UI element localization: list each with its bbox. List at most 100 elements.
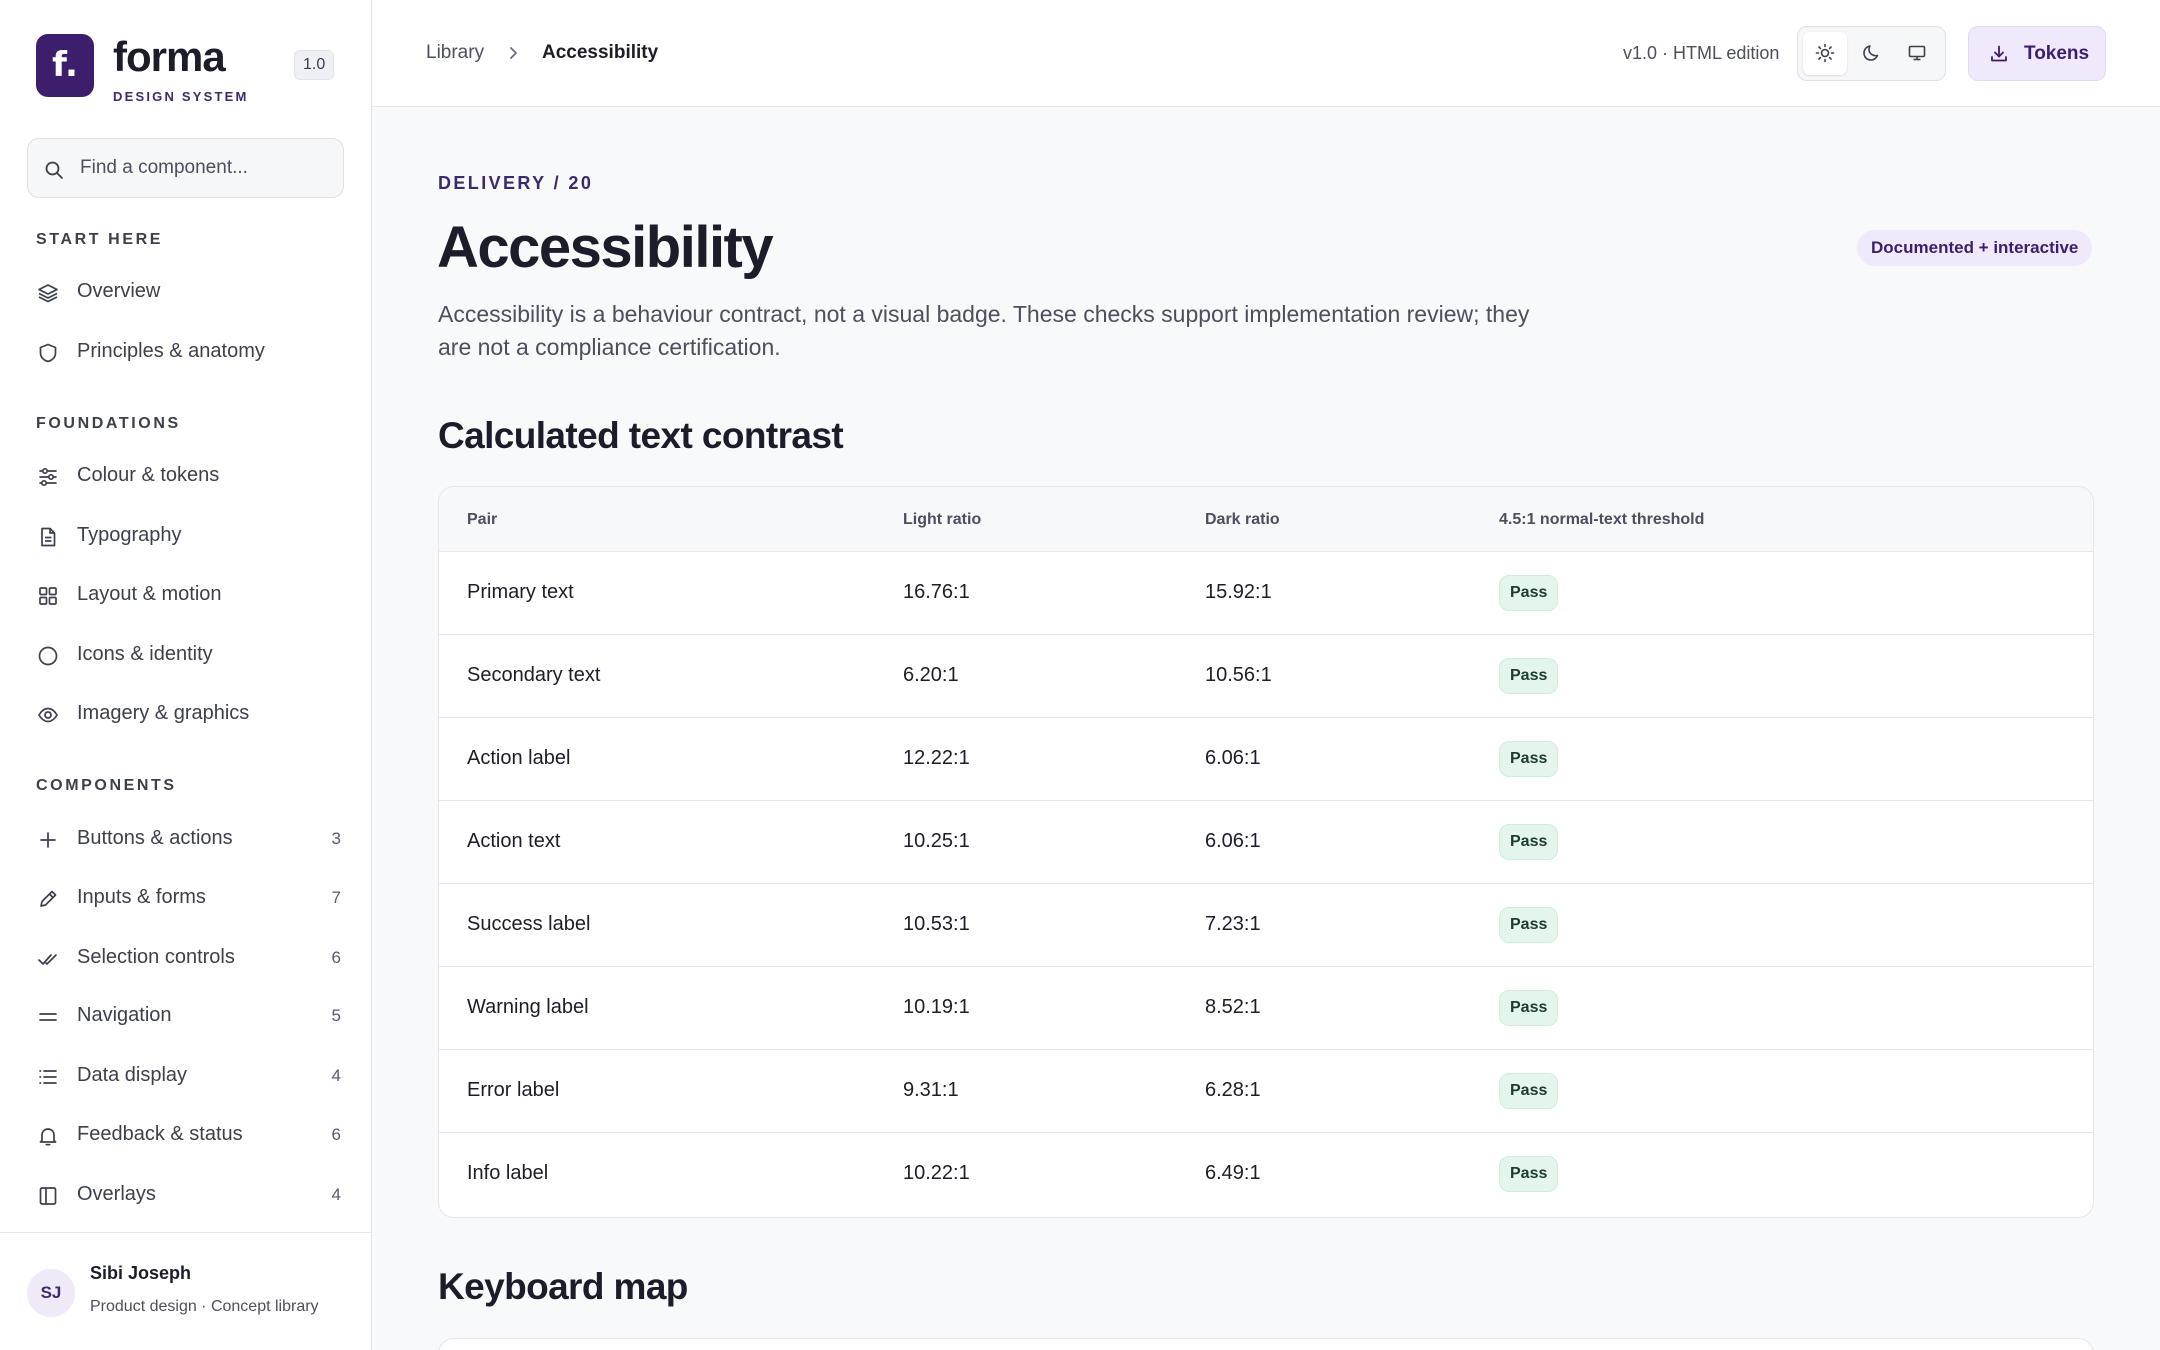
sidebar-item-navigation[interactable]: Navigation 5: [27, 991, 345, 1041]
table-row: Secondary text 6.20:1 10.56:1 Pass: [439, 635, 2093, 718]
pass-badge: Pass: [1499, 575, 1559, 611]
theme-dark-button[interactable]: [1849, 32, 1893, 75]
pair-cell: Action label: [467, 747, 571, 769]
sidebar-item-label: Data display: [77, 1064, 188, 1086]
column-header-threshold: 4.5:1 normal-text threshold: [1499, 511, 1705, 528]
list-icon: [39, 1070, 57, 1084]
user-role: Product design · Concept library: [90, 1298, 319, 1315]
table-row: Action text 10.25:1 6.06:1 Pass: [439, 801, 2093, 884]
pair-cell: Warning label: [467, 996, 589, 1018]
sidebar-item-buttons[interactable]: Buttons & actions 3: [27, 814, 345, 864]
table-row: Success label 10.53:1 7.23:1 Pass: [439, 884, 2093, 967]
sidebar-item-label: Overlays: [77, 1183, 156, 1205]
light-ratio-cell: 6.20:1: [903, 664, 959, 686]
theme-system-button[interactable]: [1895, 32, 1939, 75]
pair-cell: Error label: [467, 1079, 560, 1101]
grid-icon: [39, 587, 57, 605]
avatar: SJ: [27, 1269, 75, 1317]
pass-badge: Pass: [1499, 824, 1559, 860]
contrast-table: Pair Light ratio Dark ratio 4.5:1 normal…: [438, 486, 2094, 1218]
search-input[interactable]: [80, 139, 335, 197]
pass-badge: Pass: [1499, 907, 1559, 943]
light-ratio-cell: 9.31:1: [903, 1079, 959, 1101]
breadcrumb-library[interactable]: Library: [426, 42, 485, 63]
sidebar-item-overlays[interactable]: Overlays 4: [27, 1170, 345, 1220]
pass-badge: Pass: [1499, 1073, 1559, 1109]
light-ratio-cell: 12.22:1: [903, 747, 970, 769]
page-description: Accessibility is a behaviour contract, n…: [438, 301, 1530, 360]
panel-icon: [39, 1187, 57, 1205]
double-check-icon: [38, 954, 57, 965]
eye-icon: [38, 707, 58, 723]
table-row: Error label 9.31:1 6.28:1 Pass: [439, 1050, 2093, 1133]
theme-light-button[interactable]: [1803, 32, 1847, 75]
sidebar-item-label: Feedback & status: [77, 1123, 243, 1145]
menu-icon: [39, 1013, 57, 1021]
sidebar-item-label: Selection controls: [77, 946, 235, 968]
component-search[interactable]: [27, 138, 344, 198]
light-ratio-cell: 16.76:1: [903, 581, 970, 603]
sidebar-item-label: Overview: [77, 280, 161, 302]
sidebar-item-imagery[interactable]: Imagery & graphics: [27, 689, 345, 739]
table-row: Action label 12.22:1 6.06:1 Pass: [439, 718, 2093, 801]
plus-icon: [40, 832, 56, 848]
light-ratio-cell: 10.53:1: [903, 913, 970, 935]
section-title-start-here: START HERE: [36, 231, 164, 248]
dark-ratio-cell: 10.56:1: [1205, 664, 1272, 686]
layers-icon: [38, 284, 58, 303]
dark-ratio-cell: 7.23:1: [1205, 913, 1261, 935]
pencil-icon: [40, 890, 57, 907]
section-title-foundations: FOUNDATIONS: [36, 415, 181, 432]
brand[interactable]: f. forma DESIGN SYSTEM 1.0: [36, 34, 336, 104]
item-count: 7: [331, 888, 341, 907]
sidebar-item-label: Imagery & graphics: [77, 702, 250, 724]
sidebar: f. forma DESIGN SYSTEM 1.0 START HERE Ov…: [0, 0, 372, 1350]
sidebar-item-colour[interactable]: Colour & tokens: [27, 451, 345, 501]
user-profile[interactable]: SJ Sibi Joseph Product design · Concept …: [0, 1232, 371, 1350]
sidebar-item-label: Principles & anatomy: [77, 340, 265, 362]
sidebar-item-label: Colour & tokens: [77, 464, 220, 486]
pair-cell: Secondary text: [467, 664, 601, 686]
item-count: 5: [331, 1006, 341, 1025]
pass-badge: Pass: [1499, 1156, 1559, 1192]
dark-ratio-cell: 8.52:1: [1205, 996, 1261, 1018]
dark-ratio-cell: 15.92:1: [1205, 581, 1272, 603]
pass-badge: Pass: [1499, 741, 1559, 777]
section-eyebrow: DELIVERY / 20: [438, 173, 594, 193]
light-ratio-cell: 10.25:1: [903, 830, 970, 852]
contrast-section-title: Calculated text contrast: [438, 415, 844, 456]
sidebar-item-typography[interactable]: Typography: [27, 511, 345, 561]
item-count: 4: [331, 1185, 341, 1204]
sliders-icon: [39, 467, 57, 487]
item-count: 3: [331, 829, 341, 848]
item-count: 6: [331, 1125, 341, 1144]
light-ratio-cell: 10.22:1: [903, 1162, 970, 1184]
sidebar-item-inputs[interactable]: Inputs & forms 7: [27, 873, 345, 923]
brand-subtitle: DESIGN SYSTEM: [113, 89, 249, 104]
search-icon: [45, 161, 63, 179]
pair-cell: Primary text: [467, 581, 574, 603]
document-icon: [41, 527, 56, 547]
theme-switcher: [1797, 26, 1946, 81]
table-row: Warning label 10.19:1 8.52:1 Pass: [439, 967, 2093, 1050]
top-bar: Library Accessibility v1.0 · HTML editio…: [372, 0, 2160, 107]
pair-cell: Action text: [467, 830, 561, 852]
sidebar-item-label: Navigation: [77, 1004, 172, 1026]
dark-ratio-cell: 6.49:1: [1205, 1162, 1261, 1184]
sidebar-item-feedback[interactable]: Feedback & status 6: [27, 1110, 345, 1160]
sidebar-item-icons[interactable]: Icons & identity: [27, 630, 345, 680]
item-count: 6: [331, 948, 341, 967]
sidebar-item-principles[interactable]: Principles & anatomy: [27, 327, 345, 377]
keyboard-section-title: Keyboard map: [438, 1266, 688, 1307]
chevron-right-icon: [510, 47, 517, 59]
moon-icon: [1863, 45, 1879, 61]
sidebar-item-data-display[interactable]: Data display 4: [27, 1051, 345, 1101]
sidebar-item-layout[interactable]: Layout & motion: [27, 570, 345, 620]
tokens-download-button[interactable]: Tokens: [1968, 26, 2106, 81]
dark-ratio-cell: 6.06:1: [1205, 830, 1261, 852]
sidebar-item-overview[interactable]: Overview: [27, 267, 345, 317]
column-header-light-ratio: Light ratio: [903, 511, 982, 528]
sidebar-item-selection[interactable]: Selection controls 6: [27, 933, 345, 983]
shield-icon: [39, 343, 57, 363]
pass-badge: Pass: [1499, 658, 1559, 694]
